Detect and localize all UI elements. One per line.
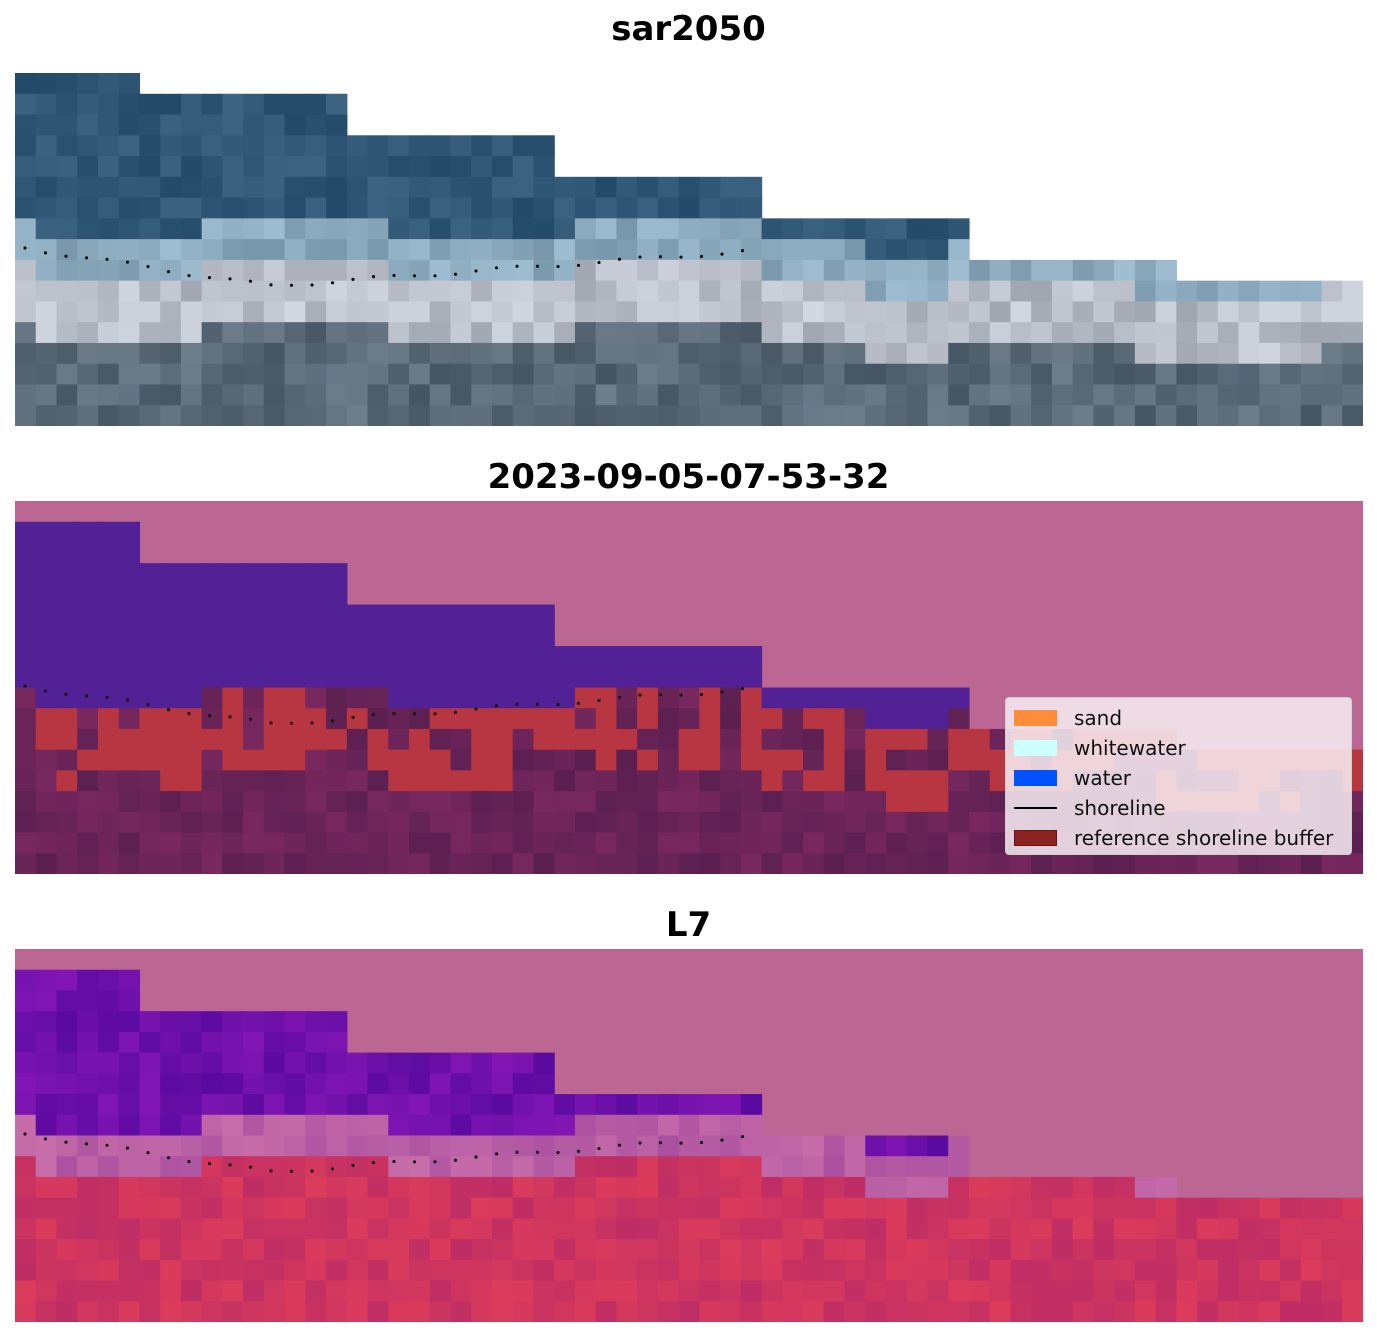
classified-image-panel [15,501,1363,874]
panel-title-1: sar2050 [611,9,766,49]
index-image [15,949,1363,1322]
shoreline-line-swatch [1014,807,1057,809]
legend-label: reference shoreline buffer [1074,826,1334,850]
sand-swatch [1014,710,1057,726]
whitewater-swatch [1014,740,1057,756]
legend-label: shoreline [1074,796,1166,820]
legend-label: whitewater [1074,736,1186,760]
legend-label: water [1074,766,1131,790]
rgb-image-panel [15,73,1363,446]
classified-image [15,501,1363,874]
panel-title-3: L7 [665,905,712,945]
legend: sand whitewater water shoreline referenc… [1005,697,1352,855]
rgb-image [15,73,1363,426]
water-swatch [1014,770,1057,786]
legend-item-sand: sand [1014,703,1351,733]
legend-item-water: water [1014,763,1351,793]
legend-item-reference-buffer: reference shoreline buffer [1014,823,1351,853]
legend-item-whitewater: whitewater [1014,733,1351,763]
buffer-swatch [1014,830,1057,846]
legend-label: sand [1074,706,1123,730]
index-image-panel [15,949,1363,1322]
panel-title-2: 2023-09-05-07-53-32 [487,457,890,497]
legend-item-shoreline: shoreline [1014,793,1351,823]
